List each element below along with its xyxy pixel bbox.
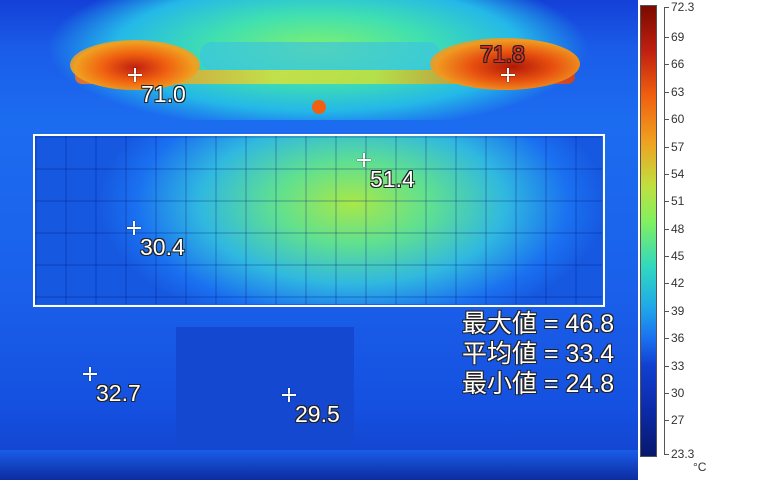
colorbar-tick-label: 23.3: [671, 447, 695, 461]
colorbar-tick-label: 72.3: [671, 0, 695, 14]
area-statistics: 最大値 = 46.8 平均値 = 33.4 最小値 = 24.8: [462, 309, 614, 399]
colorbar-tick: [664, 119, 669, 121]
colorbar-tick: [664, 338, 669, 340]
colorbar-tick: [664, 228, 669, 230]
colorbar-tick-label: 63: [671, 84, 685, 99]
colorbar-tick: [664, 201, 669, 203]
stat-max: 最大値 = 46.8: [462, 310, 615, 338]
crosshair-icon: [282, 388, 296, 402]
colorbar-tick: [664, 256, 669, 258]
colorbar-tick-label: 66: [671, 57, 685, 72]
colorbar-tick-label: 30: [671, 385, 685, 400]
crosshair-icon: [357, 153, 371, 167]
keyboard-keys: [35, 136, 602, 304]
unit-label: °C: [693, 460, 707, 474]
crosshair-icon: [501, 68, 515, 82]
stat-min: 最小値 = 24.8: [462, 370, 615, 398]
colorbar-tick-label: 33: [671, 358, 685, 373]
power-led-hotspot: [312, 100, 326, 114]
colorbar-tick-label: 39: [671, 303, 685, 318]
colorbar-tick-label: 60: [671, 112, 685, 127]
colorbar-tick-label: 42: [671, 276, 685, 291]
colorbar-tick: [664, 392, 669, 394]
hinge-cover: [200, 42, 440, 70]
colorbar-tick-label: 54: [671, 166, 685, 181]
colorbar-tick: [664, 146, 669, 148]
colorbar-tick: [664, 7, 669, 8]
colorbar-tick-label: 57: [671, 139, 685, 154]
colorbar-tick: [664, 454, 669, 455]
colorbar-axis: [664, 7, 665, 454]
colorbar-tick: [664, 37, 669, 39]
temperature-colorbar: [640, 5, 657, 457]
colorbar-tick: [664, 420, 669, 422]
measurement-area-box: [33, 134, 605, 307]
colorbar-tick: [664, 173, 669, 175]
crosshair-icon: [128, 68, 142, 82]
touchpad: [176, 327, 354, 447]
colorbar-tick: [664, 91, 669, 93]
spot-value: 30.4: [140, 234, 185, 260]
colorbar-tick: [664, 64, 669, 66]
crosshair-icon: [127, 221, 141, 235]
colorbar-tick-label: 36: [671, 331, 685, 346]
spot-value: 71.8: [480, 41, 525, 67]
colorbar-tick-label: 27: [671, 413, 685, 428]
colorbar-tick-label: 48: [671, 221, 685, 236]
hotspot-right: [430, 38, 580, 90]
colorbar-tick-label: 45: [671, 249, 685, 264]
keyboard-region: [35, 136, 602, 304]
thermal-image: 71.0 71.8 51.4 30.4 32.7 29.5 最大値 = 46.8…: [0, 0, 638, 480]
colorbar-tick: [664, 365, 669, 367]
colorbar-tick: [664, 283, 669, 285]
colorbar-tick: [664, 310, 669, 312]
crosshair-icon: [83, 367, 97, 381]
spot-value: 32.7: [96, 380, 141, 406]
spot-value: 51.4: [370, 166, 415, 192]
stat-average: 平均値 = 33.4: [462, 340, 615, 368]
colorbar-tick-label: 69: [671, 30, 685, 45]
colorbar-tick-label: 51: [671, 194, 685, 209]
front-edge: [0, 450, 638, 480]
spot-value: 29.5: [295, 401, 340, 427]
spot-value: 71.0: [141, 81, 186, 107]
